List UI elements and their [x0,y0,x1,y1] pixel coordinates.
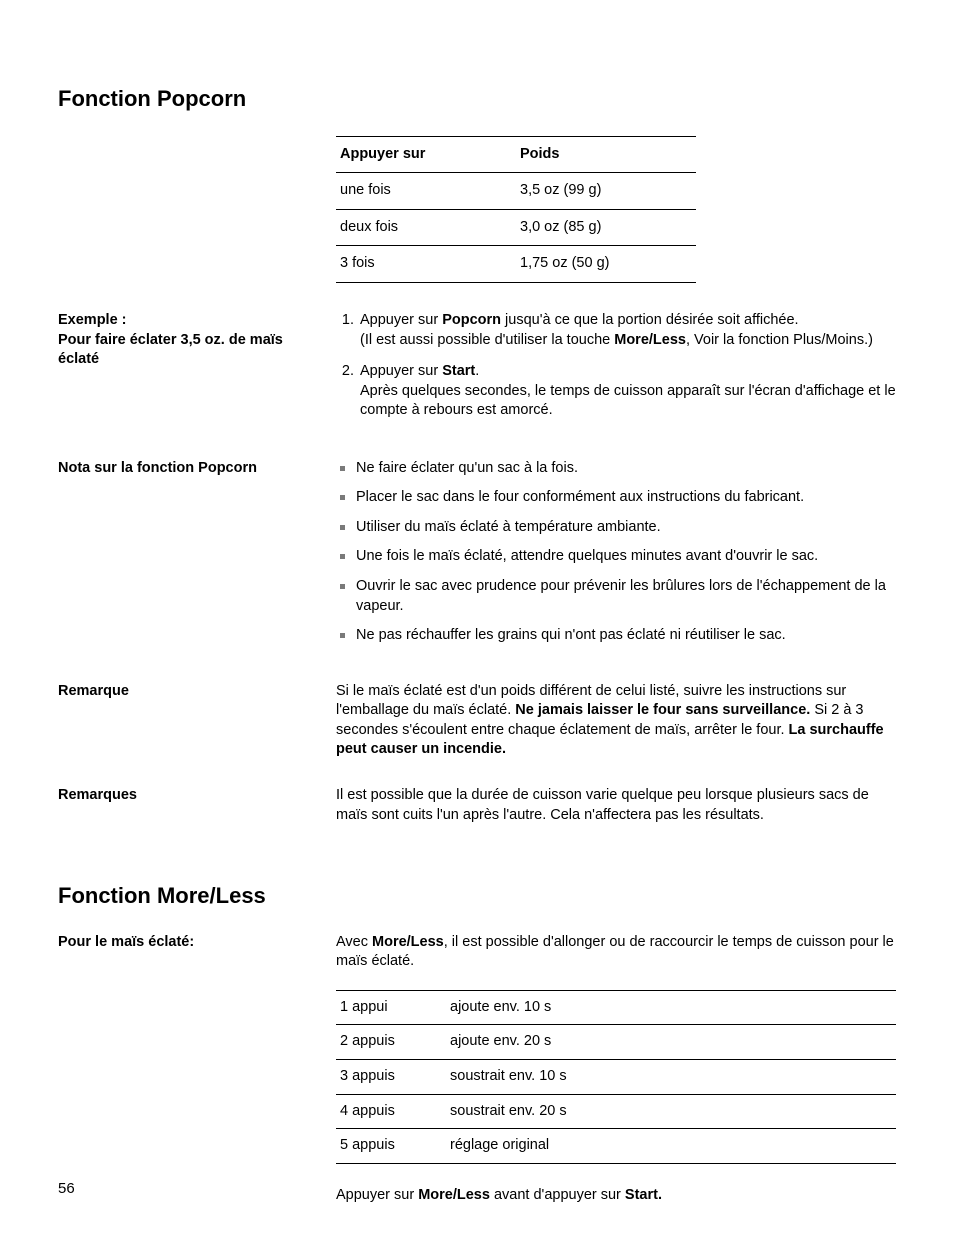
table-cell: 5 appuis [336,1129,446,1164]
nota-label: Nota sur la fonction Popcorn [58,459,336,479]
table-cell: 3 fois [336,246,516,283]
nota-row: Nota sur la fonction Popcorn Ne faire éc… [58,459,896,656]
text: Avec [336,934,372,950]
step-text: (Il est aussi possible d'utiliser la tou… [360,332,614,348]
table-cell: ajoute env. 20 s [446,1025,896,1060]
table-cell: réglage original [446,1129,896,1164]
example-label-line1: Exemple : [58,312,127,328]
step-text: , Voir la fonction Plus/Moins.) [686,332,873,348]
page-number: 56 [58,1179,75,1199]
moreless-table: 1 appui ajoute env. 10 s 2 appuis ajoute… [336,990,896,1164]
example-label: Exemple : Pour faire éclater 3,5 oz. de … [58,311,336,370]
list-item: Ouvrir le sac avec prudence pour préveni… [336,577,896,616]
remarque-row: Remarque Si le maïs éclaté est d'un poid… [58,682,896,760]
list-item: Placer le sac dans le four conformément … [336,488,896,508]
remarque-bold: Ne jamais laisser le four sans surveilla… [515,702,810,718]
example-label-line2: Pour faire éclater 3,5 oz. de maïs éclat… [58,332,283,368]
remarques-content: Il est possible que la durée de cuisson … [336,786,896,825]
table-header: Poids [516,136,696,173]
bold: More/Less [418,1187,490,1203]
table-cell: soustrait env. 20 s [446,1094,896,1129]
bold: More/Less [372,934,444,950]
step-text: Après quelques secondes, le temps de cui… [360,383,896,419]
example-row: Exemple : Pour faire éclater 3,5 oz. de … [58,311,896,433]
remarque-label: Remarque [58,682,336,702]
table-cell: 4 appuis [336,1094,446,1129]
step-item: Appuyer sur Start. Après quelques second… [358,362,896,421]
nota-list: Ne faire éclater qu'un sac à la fois. Pl… [336,459,896,646]
step-bold: Start [442,363,475,379]
table-cell: 1 appui [336,990,446,1025]
table-cell: une fois [336,173,516,210]
remarques-label: Remarques [58,786,336,806]
nota-content: Ne faire éclater qu'un sac à la fois. Pl… [336,459,896,656]
table-cell: 3 appuis [336,1060,446,1095]
example-steps: Appuyer sur Popcorn jusqu'à ce que la po… [336,311,896,421]
popcorn-table: Appuyer sur Poids une fois 3,5 oz (99 g)… [336,136,696,283]
list-item: Utiliser du maïs éclaté à température am… [336,518,896,538]
step-text: . [475,363,479,379]
table-header: Appuyer sur [336,136,516,173]
table-cell: ajoute env. 10 s [446,990,896,1025]
step-text: jusqu'à ce que la portion désirée soit a… [501,312,799,328]
table-cell: 2 appuis [336,1025,446,1060]
moreless-intro-text: Avec More/Less, il est possible d'allong… [336,933,896,972]
section-title-popcorn: Fonction Popcorn [58,84,896,114]
step-bold: Popcorn [442,312,501,328]
remarques-row: Remarques Il est possible que la durée d… [58,786,896,825]
list-item: Une fois le maïs éclaté, attendre quelqu… [336,547,896,567]
table-cell: 3,5 oz (99 g) [516,173,696,210]
table-cell: deux fois [336,209,516,246]
step-item: Appuyer sur Popcorn jusqu'à ce que la po… [358,311,896,350]
moreless-intro-row: Pour le maïs éclaté: Avec More/Less, il … [58,933,896,1206]
page: Fonction Popcorn Appuyer sur Poids une f… [0,0,954,1235]
example-content: Appuyer sur Popcorn jusqu'à ce que la po… [336,311,896,433]
bold: Start. [625,1187,662,1203]
table-cell: soustrait env. 10 s [446,1060,896,1095]
remarque-content: Si le maïs éclaté est d'un poids différe… [336,682,896,760]
list-item: Ne pas réchauffer les grains qui n'ont p… [336,626,896,646]
section-title-moreless: Fonction More/Less [58,881,896,911]
step-text: Appuyer sur [360,312,442,328]
text: Appuyer sur [336,1187,418,1203]
step-bold: More/Less [614,332,686,348]
text: avant d'appuyer sur [490,1187,625,1203]
moreless-intro-content: Avec More/Less, il est possible d'allong… [336,933,896,1206]
table-cell: 3,0 oz (85 g) [516,209,696,246]
moreless-intro-label: Pour le maïs éclaté: [58,933,336,953]
step-text: Appuyer sur [360,363,442,379]
moreless-footer: Appuyer sur More/Less avant d'appuyer su… [336,1186,896,1206]
table-cell: 1,75 oz (50 g) [516,246,696,283]
list-item: Ne faire éclater qu'un sac à la fois. [336,459,896,479]
